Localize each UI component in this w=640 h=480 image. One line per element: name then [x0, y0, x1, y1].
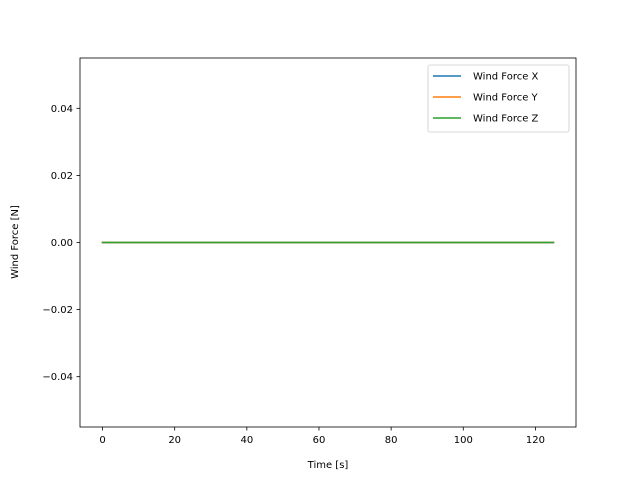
x-tick-label: 100 [454, 435, 473, 446]
y-tick-label: −0.02 [42, 305, 73, 316]
x-tick-label: 60 [313, 435, 326, 446]
legend-label-1: Wind Force X [473, 72, 539, 83]
x-tick-label: 40 [240, 435, 253, 446]
y-axis-label: Wind Force [N] [10, 205, 21, 279]
x-tick-label: 0 [99, 435, 105, 446]
plot-layer: 0 20 40 60 80 100 120 −0.04 −0.02 0.00 0.02 0.04 [42, 57, 577, 446]
x-tick-label: 120 [526, 435, 545, 446]
legend-label-2: Wind Force Y [473, 93, 539, 104]
x-axis-label: Time [s] [307, 460, 349, 471]
legend: Wind Force X Wind Force Y Wind Force Z [427, 64, 570, 133]
y-tick-label: 0.04 [51, 104, 73, 115]
y-tick-label: 0.02 [51, 171, 73, 182]
legend-label-3: Wind Force Z [473, 114, 539, 125]
y-tick-label: −0.04 [42, 372, 73, 383]
y-tick-label: 0.00 [51, 238, 73, 249]
x-tick-label: 20 [168, 435, 181, 446]
legend-box [427, 64, 570, 133]
x-tick-label: 80 [385, 435, 398, 446]
